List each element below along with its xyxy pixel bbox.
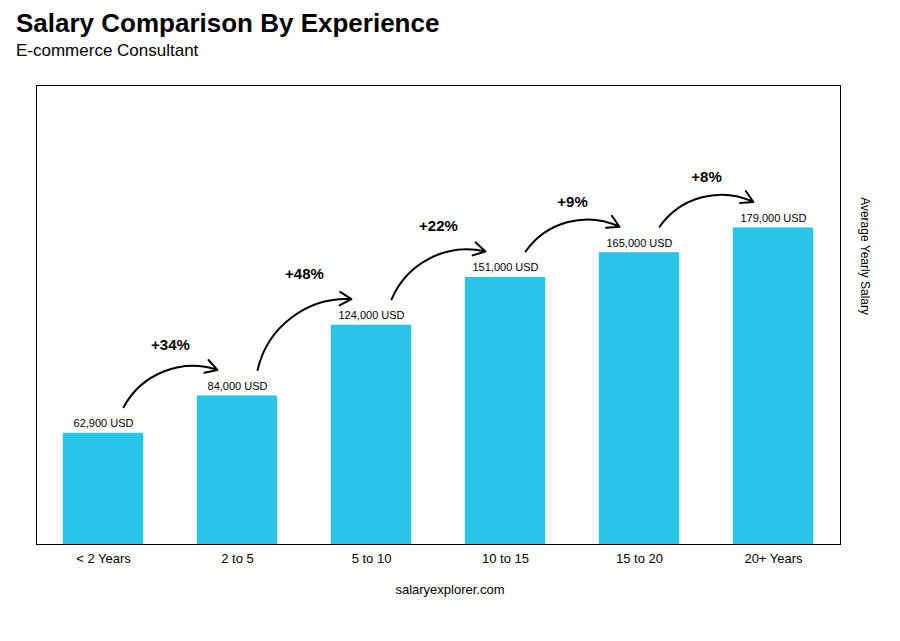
svg-text:5 to 10: 5 to 10 (352, 551, 392, 566)
svg-text:+22%: +22% (419, 217, 458, 234)
svg-text:< 2 Years: < 2 Years (76, 551, 131, 566)
svg-text:124,000 USD: 124,000 USD (338, 309, 404, 321)
svg-text:179,000 USD: 179,000 USD (740, 212, 806, 224)
svg-text:20+ Years: 20+ Years (744, 551, 803, 566)
svg-text:Average Yearly Salary: Average Yearly Salary (858, 197, 872, 315)
svg-text:84,000 USD: 84,000 USD (208, 380, 268, 392)
svg-text:62,900 USD: 62,900 USD (74, 417, 134, 429)
html-text:Salary Comparison By Experienc: Salary Comparison By Experience (16, 8, 440, 38)
svg-text:151,000 USD: 151,000 USD (472, 261, 538, 273)
html-text:salaryexplorer.com: salaryexplorer.com (395, 582, 505, 597)
svg-text:15 to 20: 15 to 20 (616, 551, 663, 566)
svg-text:+9%: +9% (557, 193, 587, 210)
svg-text:165,000 USD: 165,000 USD (606, 237, 672, 249)
svg-text:10 to 15: 10 to 15 (482, 551, 529, 566)
svg-text:2 to 5: 2 to 5 (221, 551, 254, 566)
svg-text:+34%: +34% (151, 336, 190, 353)
html-text:E-commerce Consultant: E-commerce Consultant (16, 41, 199, 60)
svg-text:+48%: +48% (285, 265, 324, 282)
svg-text:+8%: +8% (691, 168, 721, 185)
